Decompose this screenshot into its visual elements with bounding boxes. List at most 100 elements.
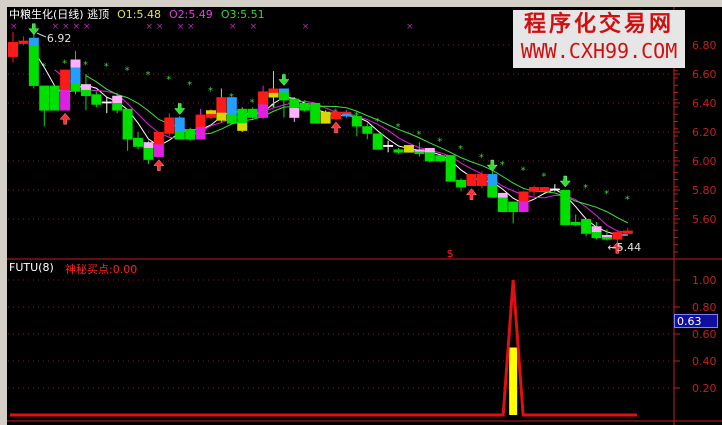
candle	[101, 97, 112, 114]
candle	[133, 132, 144, 150]
candle-body-segment	[424, 156, 435, 162]
candle-body-segment	[268, 88, 279, 94]
high-label-pointer	[36, 32, 47, 38]
candle-body-segment	[591, 232, 602, 239]
candle-body-segment	[497, 202, 508, 208]
candle-body-segment	[497, 207, 508, 213]
candle-body-segment	[341, 113, 352, 117]
top-toolbar-strip	[0, 0, 722, 7]
trend-star: *	[583, 183, 588, 194]
trend-star: *	[166, 74, 171, 85]
ma3-line	[33, 50, 628, 236]
candle	[153, 132, 164, 157]
trend-star: *	[271, 102, 276, 113]
candle-body-segment	[403, 145, 414, 153]
candle-body-segment	[278, 96, 289, 101]
candle-body-segment	[174, 124, 185, 133]
candle-body-segment	[174, 132, 185, 140]
candle-body-segment	[205, 113, 216, 118]
candle-body-segment	[622, 230, 633, 234]
top-signal-mark: ×	[83, 22, 91, 32]
candle-body-segment	[497, 197, 508, 203]
candle	[581, 219, 592, 237]
candle-body-segment	[143, 153, 154, 160]
candle-body-segment	[153, 144, 164, 157]
candle-body-segment	[49, 85, 60, 111]
candle	[539, 187, 550, 192]
watermark-line1: 程序化交易网	[523, 11, 674, 37]
candle	[612, 230, 623, 243]
price-tick-label: 6.80	[692, 39, 717, 52]
candle-body-segment	[237, 123, 248, 131]
indicator-tick-label: 0.60	[692, 328, 717, 341]
trend-star: *	[479, 153, 484, 164]
candle-body-segment	[8, 42, 18, 57]
candle	[226, 97, 237, 124]
candle	[372, 133, 383, 150]
candle-body-segment	[91, 94, 102, 105]
trend-star: *	[375, 116, 380, 127]
candle	[185, 127, 196, 141]
candle-body-segment	[28, 37, 39, 47]
candle	[247, 107, 258, 119]
candle-body-segment	[18, 40, 29, 44]
candle-body-segment	[414, 149, 425, 152]
candle-body-segment	[60, 69, 71, 91]
candle-body-segment	[80, 89, 91, 97]
candle-body-segment	[143, 147, 154, 155]
candle-body-segment	[278, 92, 289, 97]
candle	[403, 145, 414, 153]
o1-value: O1:5.48	[117, 8, 161, 21]
candle-body-segment	[487, 174, 498, 186]
candle-body-segment	[466, 174, 477, 186]
candle	[70, 50, 81, 95]
candle	[549, 184, 560, 192]
price-tick-label: 5.60	[692, 213, 717, 226]
top-signal-mark: ×	[187, 22, 195, 32]
candle	[466, 174, 477, 186]
candle-body-segment	[278, 88, 289, 93]
indicator-bar	[509, 347, 518, 415]
candle-body-segment	[70, 59, 81, 68]
candle-body-segment	[70, 67, 81, 76]
candle	[268, 71, 279, 108]
candle	[164, 113, 175, 137]
candle-body-segment	[143, 142, 154, 149]
candle-body-segment	[529, 187, 539, 192]
candle-body-segment	[70, 75, 81, 84]
candle-body-segment	[28, 77, 39, 86]
candle-body-segment	[258, 91, 269, 105]
candle-body-segment	[80, 84, 91, 91]
sell-arrow-icon	[486, 159, 498, 172]
price-tick-label: 6.40	[692, 97, 717, 110]
candle-body-segment	[435, 155, 446, 162]
candle	[216, 88, 227, 122]
price-tick-label: 6.00	[692, 155, 717, 168]
candle-body-segment	[39, 85, 50, 111]
candle	[487, 169, 498, 198]
candle	[143, 140, 154, 164]
buy-arrow-icon	[611, 241, 623, 254]
trend-star: *	[437, 137, 442, 148]
candle-body-segment	[247, 108, 258, 118]
candle-body-segment	[487, 185, 498, 198]
price-tick-label: 6.60	[692, 68, 717, 81]
candle	[8, 31, 18, 63]
candle-body-segment	[60, 89, 71, 111]
top-signal-mark: ×	[73, 22, 81, 32]
low-price-label: ←5.44	[607, 241, 641, 254]
candle-body-segment	[133, 137, 144, 147]
trend-star: *	[62, 58, 67, 69]
candle	[289, 97, 300, 122]
candle	[435, 155, 446, 163]
candle	[414, 142, 425, 157]
candle-body-segment	[28, 69, 39, 78]
ma8-line	[85, 75, 629, 224]
candle	[91, 91, 102, 108]
candle-body-segment	[341, 111, 352, 115]
candle-body-segment	[508, 201, 519, 213]
candle	[195, 108, 206, 140]
candle-body-segment	[518, 191, 529, 202]
